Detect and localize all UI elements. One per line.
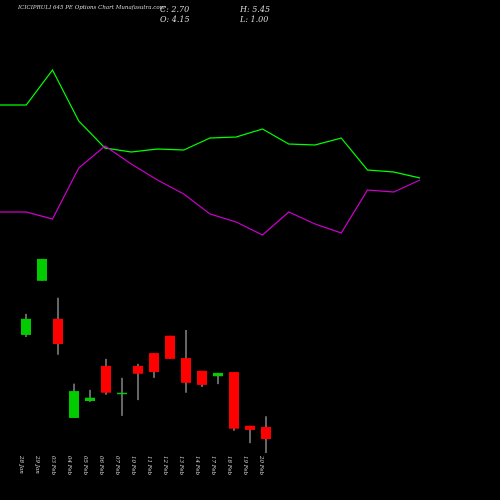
x-tick-label: 13 Feb xyxy=(178,456,184,476)
x-tick-label: 20 Feb xyxy=(258,455,264,476)
x-tick-label: 28 Jan xyxy=(18,455,24,474)
x-tick-label: 07 Feb xyxy=(114,456,120,476)
x-tick-label: 18 Feb xyxy=(226,456,232,476)
x-tick-label: 05 Feb xyxy=(82,456,88,476)
x-tick-label: 03 Feb xyxy=(50,456,56,476)
low-label: L: 1.00 xyxy=(239,15,268,24)
chart-title: ICICIPRULI 645 PE Options Chart Munafasu… xyxy=(17,5,165,11)
candle-body xyxy=(69,391,79,418)
x-tick-label: 19 Feb xyxy=(242,456,248,476)
x-tick-label: 10 Feb xyxy=(130,456,136,476)
x-tick-label: 14 Feb xyxy=(194,456,200,476)
x-tick-label: 29 Jan xyxy=(34,455,40,474)
high-label: H: 5.45 xyxy=(239,5,270,14)
candle-body xyxy=(133,365,143,374)
open-label: O: 4.15 xyxy=(160,15,190,24)
candle-body xyxy=(229,372,239,429)
candle-body xyxy=(37,258,47,281)
candle-body xyxy=(197,370,207,385)
x-tick-label: 17 Feb xyxy=(210,456,216,476)
candle-body xyxy=(165,335,175,359)
close-label: C: 2.70 xyxy=(160,5,189,14)
candle-body xyxy=(181,358,191,383)
x-tick-label: 11 Feb xyxy=(146,456,152,476)
indicator-line xyxy=(0,145,421,236)
candle-body xyxy=(117,392,127,395)
candle-body xyxy=(21,318,31,335)
candle-body xyxy=(213,372,223,377)
candle-body xyxy=(261,427,271,439)
x-tick-label: 12 Feb xyxy=(162,456,168,476)
candle-body xyxy=(85,397,95,402)
candle-body xyxy=(101,365,111,393)
candle-body xyxy=(245,425,255,430)
candle-body xyxy=(53,318,63,345)
x-tick-label: 04 Feb xyxy=(66,456,72,476)
indicator-line xyxy=(0,68,421,179)
x-tick-label: 06 Feb xyxy=(98,456,104,476)
candle-body xyxy=(149,353,159,373)
